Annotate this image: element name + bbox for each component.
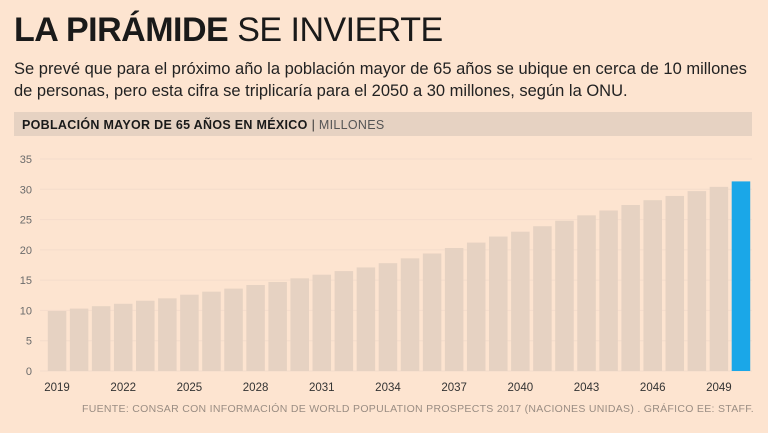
bar bbox=[400, 258, 420, 371]
y-tick-label: 0 bbox=[26, 366, 32, 378]
x-tick-label: 2040 bbox=[508, 382, 534, 394]
bar bbox=[422, 253, 442, 371]
x-tick-label: 2034 bbox=[375, 382, 401, 394]
bar bbox=[91, 306, 111, 371]
bar bbox=[202, 291, 221, 371]
bars bbox=[47, 181, 751, 371]
page-title: LA PIRÁMIDE SE INVIERTE bbox=[14, 10, 443, 50]
x-tick-label: 2046 bbox=[640, 382, 666, 394]
y-tick-label: 5 bbox=[26, 336, 32, 348]
x-tick-label: 2028 bbox=[243, 382, 269, 394]
y-axis-ticks: 0 5 10 15 20 25 30 35 bbox=[20, 154, 32, 378]
bar bbox=[69, 308, 89, 371]
chart-header-unit: MILLONES bbox=[318, 118, 385, 132]
x-axis-ticks: 2019 2022 2025 2028 2031 2034 2037 2040 2043 2046… bbox=[44, 382, 731, 394]
y-tick-label: 15 bbox=[20, 275, 32, 287]
y-tick-label: 35 bbox=[20, 154, 32, 166]
bar bbox=[47, 311, 67, 371]
chart-header-label: POBLACIÓN MAYOR DE 65 AÑOS EN MÉXICO bbox=[22, 118, 308, 132]
y-tick-label: 20 bbox=[20, 245, 32, 257]
x-tick-label: 2022 bbox=[110, 382, 136, 394]
bar bbox=[136, 300, 155, 371]
bar bbox=[621, 205, 640, 371]
bar bbox=[709, 186, 729, 371]
bar bbox=[334, 271, 354, 371]
bar bbox=[665, 195, 685, 371]
title-light: SE INVIERTE bbox=[237, 11, 443, 49]
bar bbox=[268, 281, 287, 371]
bar bbox=[290, 278, 309, 371]
bar bbox=[555, 220, 574, 371]
x-tick-label: 2049 bbox=[706, 382, 732, 394]
x-tick-label: 2043 bbox=[574, 382, 600, 394]
bar bbox=[378, 263, 398, 371]
bar bbox=[180, 294, 199, 371]
bar bbox=[489, 236, 508, 371]
bar bbox=[466, 242, 486, 371]
y-tick-label: 10 bbox=[20, 305, 32, 317]
bar bbox=[577, 215, 596, 371]
bar bbox=[687, 191, 707, 371]
chart-header-separator: | bbox=[311, 118, 315, 132]
bar bbox=[312, 274, 332, 371]
bar bbox=[113, 303, 133, 371]
x-tick-label: 2031 bbox=[309, 382, 335, 394]
source-note: FUENTE: CONSAR CON INFORMACIÓN DE WORLD … bbox=[82, 403, 754, 415]
bar bbox=[444, 248, 464, 371]
bar bbox=[224, 288, 243, 371]
title-bold: LA PIRÁMIDE bbox=[14, 11, 229, 49]
bar bbox=[599, 210, 618, 371]
bar bbox=[246, 284, 265, 371]
y-tick-label: 25 bbox=[20, 215, 32, 227]
bar bbox=[533, 226, 552, 371]
chart-header-band bbox=[14, 112, 752, 136]
bar-highlight bbox=[731, 181, 751, 371]
subtitle: Se prevé que para el próximo año la pobl… bbox=[14, 60, 747, 100]
bar bbox=[356, 267, 376, 371]
x-tick-label: 2019 bbox=[44, 382, 70, 394]
x-tick-label: 2037 bbox=[441, 382, 467, 394]
y-tick-label: 30 bbox=[20, 184, 32, 196]
chart-header: POBLACIÓN MAYOR DE 65 AÑOS EN MÉXICO | MIL… bbox=[22, 117, 385, 133]
bar bbox=[511, 231, 530, 371]
bar bbox=[643, 200, 662, 371]
x-tick-label: 2025 bbox=[177, 382, 203, 394]
bar bbox=[158, 298, 177, 371]
